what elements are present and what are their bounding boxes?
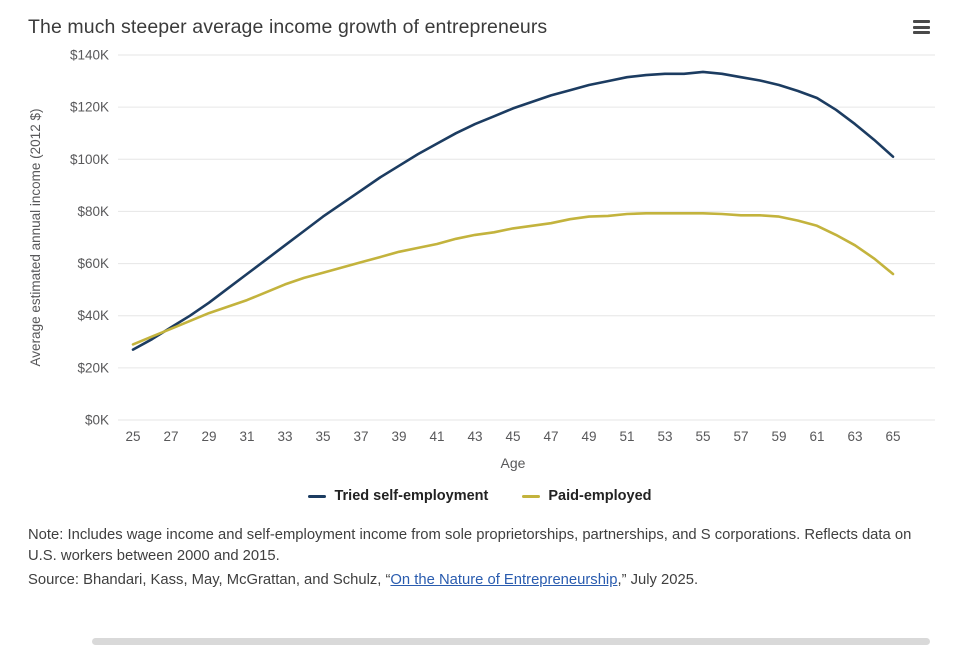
x-axis-tick-label: 65 — [885, 429, 900, 444]
x-axis-tick-label: 41 — [429, 429, 444, 444]
x-axis-tick-label: 31 — [239, 429, 254, 444]
x-axis-tick-label: 53 — [657, 429, 672, 444]
chart-header: The much steeper average income growth o… — [0, 0, 960, 39]
y-axis-tick-label: $0K — [85, 413, 109, 428]
footnotes: Note: Includes wage income and self-empl… — [0, 511, 960, 591]
y-axis-tick-label: $40K — [77, 308, 109, 323]
source-link[interactable]: On the Nature of Entrepreneurship — [390, 571, 618, 588]
x-axis-tick-label: 45 — [505, 429, 520, 444]
x-axis-tick-label: 47 — [543, 429, 558, 444]
x-axis-tick-label: 59 — [771, 429, 786, 444]
hamburger-menu-icon — [913, 25, 930, 29]
y-axis-tick-label: $60K — [77, 256, 109, 271]
x-axis-tick-label: 25 — [125, 429, 140, 444]
y-axis-title: Average estimated annual income (2012 $) — [28, 109, 43, 367]
chart-title: The much steeper average income growth o… — [28, 16, 548, 38]
horizontal-scrollbar[interactable] — [92, 638, 930, 645]
x-axis-tick-label: 57 — [733, 429, 748, 444]
legend-label: Tried self-employment — [334, 488, 489, 504]
line-chart: $0K $20K $40K $60K $80K $100K $120K $140K 25 27 29… — [28, 48, 935, 471]
x-axis-title: Age — [501, 455, 526, 471]
x-axis-tick-label: 63 — [847, 429, 862, 444]
legend-item-paid-employed[interactable]: Paid-employed — [522, 488, 652, 504]
x-axis-tick-label: 27 — [163, 429, 178, 444]
y-axis-tick-label: $80K — [77, 204, 109, 219]
x-axis-tick-label: 55 — [695, 429, 710, 444]
legend-item-tried-self-employment[interactable]: Tried self-employment — [308, 488, 488, 504]
y-axis-tick-label: $20K — [77, 360, 109, 375]
source-text: Source: Bhandari, Kass, May, McGrattan, … — [28, 570, 930, 591]
x-axis-tick-label: 37 — [353, 429, 368, 444]
legend-swatch-yellow — [522, 494, 541, 498]
y-axis-tick-label: $100K — [70, 152, 109, 167]
legend-swatch-navy — [308, 494, 327, 498]
series-line-1 — [131, 212, 895, 346]
hamburger-menu-icon — [913, 20, 930, 23]
hamburger-menu-icon — [913, 31, 930, 34]
source-suffix: ,” July 2025. — [617, 571, 699, 588]
chart-legend: Tried self-employment Paid-employed — [0, 481, 960, 511]
legend-label: Paid-employed — [548, 488, 652, 504]
note-text: Note: Includes wage income and self-empl… — [28, 527, 912, 565]
x-axis-tick-label: 51 — [619, 429, 634, 444]
x-axis-tick-label: 35 — [315, 429, 330, 444]
series-line-0 — [131, 70, 895, 351]
source-prefix: Source: Bhandari, Kass, May, McGrattan, … — [28, 571, 391, 588]
x-axis-tick-label: 39 — [391, 429, 406, 444]
y-axis-tick-label: $120K — [70, 100, 109, 115]
x-axis-tick-label: 43 — [467, 429, 482, 444]
x-axis-tick-label: 49 — [581, 429, 596, 444]
x-axis-tick-label: 61 — [809, 429, 824, 444]
x-axis-tick-label: 29 — [201, 429, 216, 444]
x-axis-tick-label: 33 — [277, 429, 292, 444]
chart-export-menu-button[interactable] — [910, 16, 934, 38]
y-axis-tick-label: $140K — [70, 48, 109, 63]
